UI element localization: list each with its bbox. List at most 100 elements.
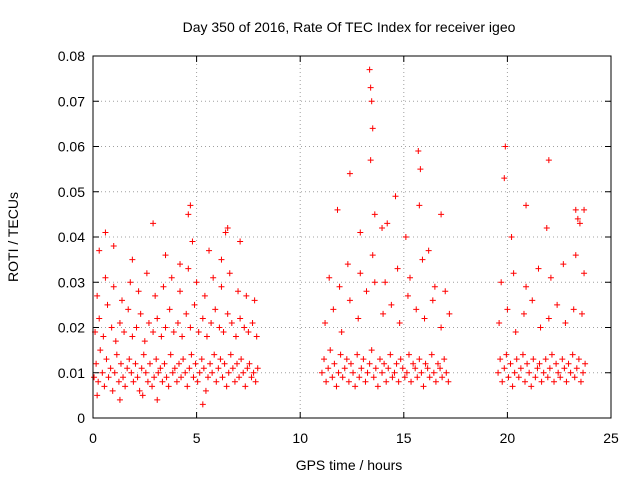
data-point: [346, 297, 353, 304]
x-tick-label: 15: [396, 430, 412, 446]
data-point: [105, 374, 112, 381]
data-point: [115, 378, 122, 385]
data-point: [446, 310, 453, 317]
data-point: [534, 365, 541, 372]
data-point: [182, 369, 189, 376]
data-point: [334, 206, 341, 213]
data-point: [129, 256, 136, 263]
data-point: [503, 351, 510, 358]
data-point: [151, 374, 158, 381]
data-point: [417, 166, 424, 173]
data-point: [416, 202, 423, 209]
data-point: [243, 292, 250, 299]
data-point: [208, 319, 215, 326]
data-point: [421, 315, 428, 322]
data-point: [408, 378, 415, 385]
data-point: [581, 270, 588, 277]
y-axis-label: ROTI / TECUs: [5, 192, 21, 282]
data-point: [122, 383, 129, 390]
data-point: [145, 319, 152, 326]
data-point: [136, 387, 143, 394]
data-point: [179, 333, 186, 340]
data-point: [509, 383, 516, 390]
data-point: [532, 374, 539, 381]
data-point: [502, 143, 509, 150]
data-point: [501, 365, 508, 372]
data-point: [511, 369, 518, 376]
data-point: [517, 365, 524, 372]
data-point: [578, 310, 585, 317]
data-point: [358, 365, 365, 372]
data-point: [393, 360, 400, 367]
data-point: [335, 369, 342, 376]
y-tick-label: 0.05: [58, 184, 85, 200]
data-point: [414, 374, 421, 381]
data-point: [167, 351, 174, 358]
data-point: [431, 283, 438, 290]
data-point: [535, 265, 542, 272]
data-point: [153, 356, 160, 363]
data-point: [367, 157, 374, 164]
data-point: [356, 374, 363, 381]
data-point: [219, 374, 226, 381]
data-point: [101, 383, 108, 390]
data-point: [341, 365, 348, 372]
data-point: [107, 365, 114, 372]
data-point: [575, 356, 582, 363]
data-point: [434, 360, 441, 367]
data-point: [185, 265, 192, 272]
data-point: [254, 365, 261, 372]
y-tick-label: 0.07: [58, 93, 85, 109]
data-point: [410, 360, 417, 367]
data-point: [175, 360, 182, 367]
data-point: [499, 378, 506, 385]
chart-title: Day 350 of 2016, Rate Of TEC Index for r…: [183, 19, 516, 35]
data-point: [442, 288, 449, 295]
data-point: [161, 360, 168, 367]
data-point: [196, 369, 203, 376]
data-point: [401, 374, 408, 381]
data-point: [170, 329, 177, 336]
data-point: [430, 369, 437, 376]
data-point: [513, 356, 520, 363]
data-point: [218, 256, 225, 263]
data-point: [217, 356, 224, 363]
data-point: [218, 283, 225, 290]
data-point: [229, 365, 236, 372]
data-point: [102, 274, 109, 281]
data-point: [240, 369, 247, 376]
data-point: [129, 333, 136, 340]
data-point: [555, 369, 562, 376]
y-tick-label: 0.06: [58, 139, 85, 155]
data-point: [330, 306, 337, 313]
data-point: [413, 306, 420, 313]
data-point: [536, 360, 543, 367]
data-point: [396, 319, 403, 326]
data-point: [520, 310, 527, 317]
data-point: [515, 374, 522, 381]
data-point: [134, 374, 141, 381]
data-point: [199, 315, 206, 322]
data-point: [231, 378, 238, 385]
data-point: [530, 356, 537, 363]
data-point: [438, 211, 445, 218]
data-point: [371, 279, 378, 286]
data-point: [184, 383, 191, 390]
data-point: [331, 360, 338, 367]
data-point: [159, 378, 166, 385]
data-point: [104, 301, 111, 308]
y-tick-label: 0: [77, 410, 85, 426]
data-point: [236, 374, 243, 381]
data-point: [191, 301, 198, 308]
data-point: [526, 369, 533, 376]
y-tick-label: 0.08: [58, 48, 85, 64]
data-point: [209, 369, 216, 376]
data-point: [523, 202, 530, 209]
data-point: [405, 351, 412, 358]
data-point: [403, 369, 410, 376]
data-point: [437, 365, 444, 372]
data-point: [94, 292, 101, 299]
data-point: [207, 360, 214, 367]
data-point: [443, 369, 450, 376]
data-point: [420, 383, 427, 390]
